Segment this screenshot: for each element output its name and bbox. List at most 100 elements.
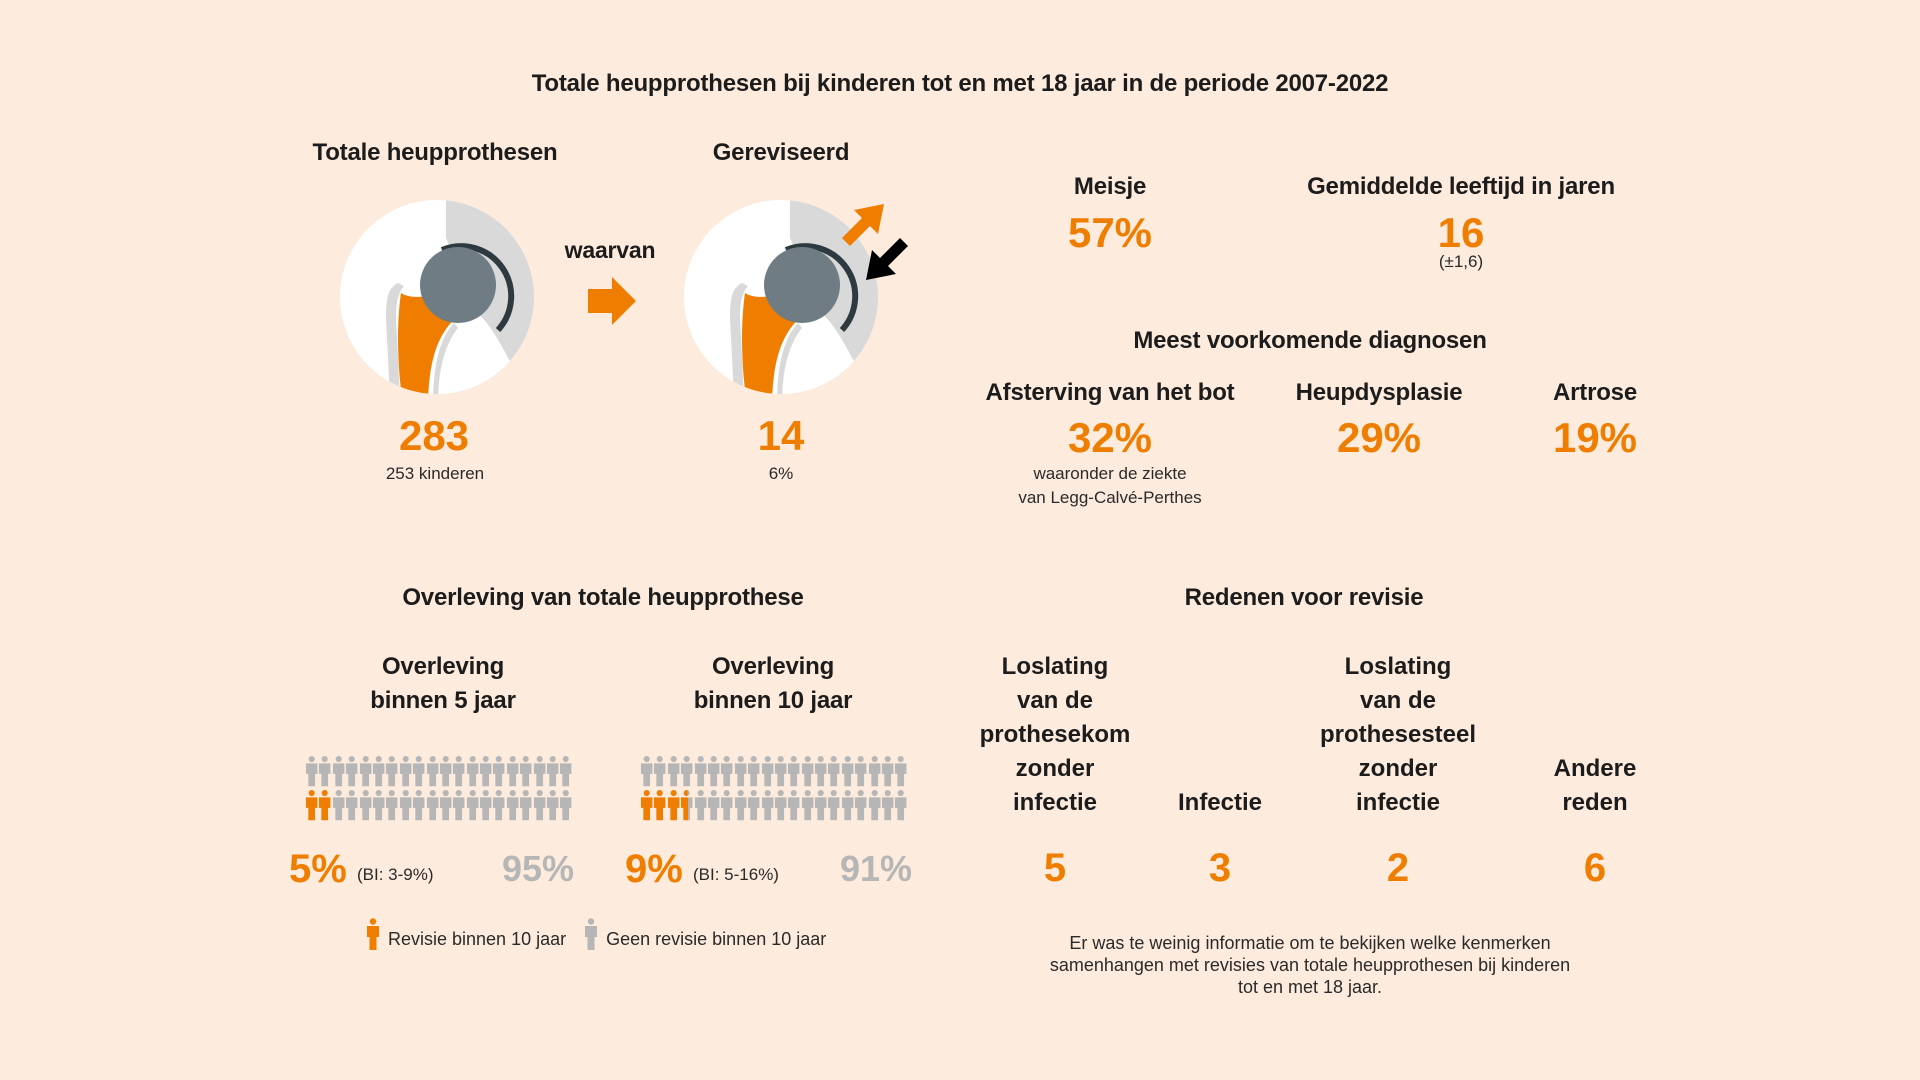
diagnosis-value: 32% <box>1067 414 1153 461</box>
reason-label-line: infectie <box>1355 789 1441 816</box>
person-no-revision-icon <box>359 755 371 787</box>
person-no-revision-icon <box>788 789 800 821</box>
person-no-revision-icon <box>801 755 814 787</box>
diagnoses-heading: Meest voorkomende diagnosen <box>1133 327 1487 354</box>
person-no-revision-icon <box>520 755 532 787</box>
person-no-revision-icon <box>533 789 546 821</box>
person-no-revision-icon <box>868 755 881 787</box>
no-revision-10y-value: 91% <box>840 848 913 889</box>
person-no-revision-icon <box>815 789 827 821</box>
person-no-revision-icon <box>895 789 907 821</box>
age-sd: (±1,6) <box>1438 252 1484 271</box>
person-no-revision-icon <box>493 789 505 821</box>
person-no-revision-icon <box>546 755 559 787</box>
person-revision-icon <box>319 789 331 821</box>
person-no-revision-icon <box>332 789 345 821</box>
person-no-revision-icon <box>788 755 800 787</box>
person-no-revision-icon <box>493 755 505 787</box>
arrow-in-icon <box>866 238 908 280</box>
reason-column: Loslating van de prothesesteel zonder infect… <box>1303 650 1493 820</box>
person-no-revision-icon <box>546 789 559 821</box>
reason-value: 3 <box>1208 846 1232 890</box>
survival-5y-title: binnen 5 jaar <box>370 687 516 714</box>
total-children: 253 kinderen <box>385 464 485 483</box>
person-no-revision-icon <box>346 755 358 787</box>
person-no-revision-icon <box>386 789 398 821</box>
age-heading: Gemiddelde leeftijd in jaren <box>1307 173 1615 200</box>
person-no-revision-icon <box>881 789 894 821</box>
person-no-revision-icon <box>359 789 371 821</box>
legend: Revisie binnen 10 jaar Geen revisie binn… <box>366 918 826 950</box>
person-no-revision-icon <box>841 755 854 787</box>
page-title: Totale heupprothesen bij kinderen tot en… <box>531 70 1389 97</box>
reason-label-line: prothesesteel <box>1319 721 1477 748</box>
reason-label-line: van de <box>1016 687 1094 714</box>
reason-value: 5 <box>1043 846 1067 890</box>
arrow-out-icon <box>842 204 884 246</box>
person-no-revision-icon <box>654 755 666 787</box>
diagnosis-label: Artrose <box>1553 379 1637 406</box>
diagnosis-label: Afsterving van het bot <box>985 379 1235 406</box>
reason-label-line: Loslating <box>1001 653 1109 680</box>
reason-label-line: zonder <box>1015 755 1095 782</box>
person-no-revision-icon <box>480 789 492 821</box>
person-revision-icon <box>640 789 653 821</box>
reason-label-line: infectie <box>1012 789 1098 816</box>
girls-heading: Meisje <box>1073 173 1147 200</box>
reason-label-line: zonder <box>1358 755 1438 782</box>
person-no-revision-icon <box>761 755 773 787</box>
diagnosis-label: Heupdysplasie <box>1295 379 1463 406</box>
person-revision-icon <box>654 789 666 821</box>
person-no-revision-icon <box>774 789 787 821</box>
person-no-revision-icon <box>332 755 345 787</box>
revision-10y-value: 9% <box>625 847 683 891</box>
person-no-revision-icon <box>694 755 706 787</box>
reason-column: Andere reden <box>1520 650 1670 820</box>
reason-value: 2 <box>1386 846 1410 890</box>
person-no-revision-icon <box>466 755 479 787</box>
person-no-revision-icon <box>480 755 492 787</box>
survival-heading: Overleving van totale heupprothese <box>402 584 804 611</box>
person-no-revision-icon <box>734 755 747 787</box>
arrow-right-icon <box>588 277 636 325</box>
person-no-revision-icon <box>774 755 787 787</box>
survival-10y-icon-grid <box>640 755 908 823</box>
legend-label: Geen revisie binnen 10 jaar <box>606 929 827 949</box>
person-no-revision-icon <box>520 789 532 821</box>
diagnosis-note: waaronder de ziekte <box>1033 464 1187 483</box>
person-no-revision-icon <box>761 789 773 821</box>
hip-prosthesis-icon <box>340 200 534 394</box>
footnote-line: tot en met 18 jaar. <box>1237 977 1383 997</box>
footnote-line: Er was te weinig informatie om te bekijk… <box>1069 933 1551 953</box>
person-no-revision-icon <box>399 755 412 787</box>
person-no-revision-icon <box>426 755 438 787</box>
person-no-revision-icon <box>560 755 572 787</box>
revision-5y-value: 5% <box>289 847 347 891</box>
person-no-revision-icon <box>895 755 907 787</box>
age-value: 16 <box>1437 209 1485 256</box>
reason-label-line: prothesekom <box>979 721 1131 748</box>
reason-value: 6 <box>1583 846 1607 890</box>
hip-prosthesis-revised-icon <box>684 200 878 394</box>
revision-10y-ci: (BI: 5-16%) <box>693 865 779 884</box>
person-no-revision-icon <box>372 789 385 821</box>
reasons-heading: Redenen voor revisie <box>1184 584 1424 611</box>
person-no-revision-icon <box>386 755 398 787</box>
person-no-revision-icon <box>426 789 438 821</box>
person-no-revision-icon <box>667 755 680 787</box>
no-revision-5y-value: 95% <box>502 848 575 889</box>
total-prostheses-heading: Totale heupprothesen <box>312 139 558 166</box>
legend-item-revision: Revisie binnen 10 jaar <box>366 918 566 950</box>
person-revision-icon <box>681 789 693 821</box>
person-no-revision-icon <box>828 755 840 787</box>
person-no-revision-icon <box>439 789 452 821</box>
revised-heading: Gereviseerd <box>712 139 850 166</box>
survival-10y-title: binnen 10 jaar <box>693 687 853 714</box>
person-no-revision-icon <box>560 789 572 821</box>
person-no-revision-icon <box>453 789 465 821</box>
person-no-revision-icon <box>506 789 519 821</box>
person-no-revision-icon <box>881 755 894 787</box>
person-no-revision-icon <box>707 755 720 787</box>
person-no-revision-icon <box>413 789 425 821</box>
person-no-revision-icon <box>801 789 814 821</box>
